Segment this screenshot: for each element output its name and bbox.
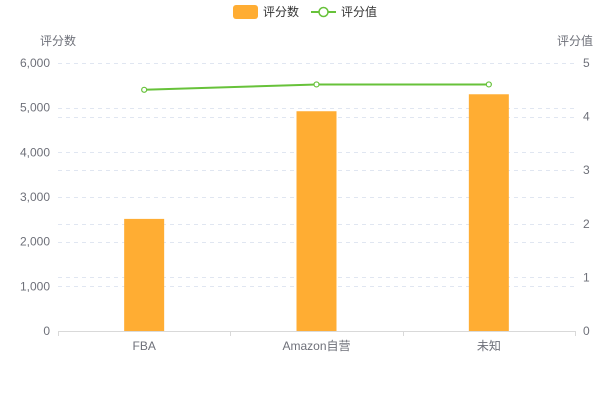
y-right-tick-label: 4: [583, 110, 590, 124]
y-right-axis-title: 评分值: [557, 33, 593, 48]
line-series: [141, 81, 492, 93]
y-right-tick-label: 2: [583, 217, 590, 231]
y-left-tick-label: 2,000: [20, 235, 50, 249]
legend-label-bar[interactable]: 评分数: [263, 4, 299, 19]
y-left-tick-label: 0: [43, 324, 50, 338]
x-tick-label: Amazon自营: [282, 339, 350, 353]
y-left-tick-label: 4,000: [20, 145, 50, 159]
bar[interactable]: [468, 94, 509, 332]
bar[interactable]: [296, 111, 337, 332]
legend-swatch-line-marker[interactable]: [318, 6, 329, 18]
legend-label-line[interactable]: 评分值: [341, 4, 377, 19]
line-point[interactable]: [485, 81, 492, 88]
line-point[interactable]: [141, 86, 148, 93]
x-tick-label: FBA: [132, 339, 155, 353]
legend[interactable]: 评分数 评分值: [233, 4, 377, 19]
bar[interactable]: [124, 218, 165, 331]
y-left-axis-title: 评分数: [40, 33, 76, 48]
y-right-tick-label: 1: [583, 270, 590, 284]
line-point[interactable]: [313, 81, 320, 88]
y-left-tick-label: 1,000: [20, 279, 50, 293]
y-left-tick-label: 3,000: [20, 190, 50, 204]
legend-swatch-bar[interactable]: [233, 5, 258, 19]
y-left-tick-label: 5,000: [20, 101, 50, 115]
y-left-tick-label: 6,000: [20, 56, 50, 70]
bar-series: [124, 94, 509, 332]
y-right-tick-label: 3: [583, 163, 590, 177]
x-tick-label: 未知: [477, 339, 501, 353]
y-right-tick-label: 0: [583, 324, 590, 338]
axes: 0 1,000 2,000 3,000 4,000 5,000 6,000 0 1 2 3 4 5 评分数…: [20, 33, 593, 353]
y-right-tick-label: 5: [583, 56, 590, 70]
